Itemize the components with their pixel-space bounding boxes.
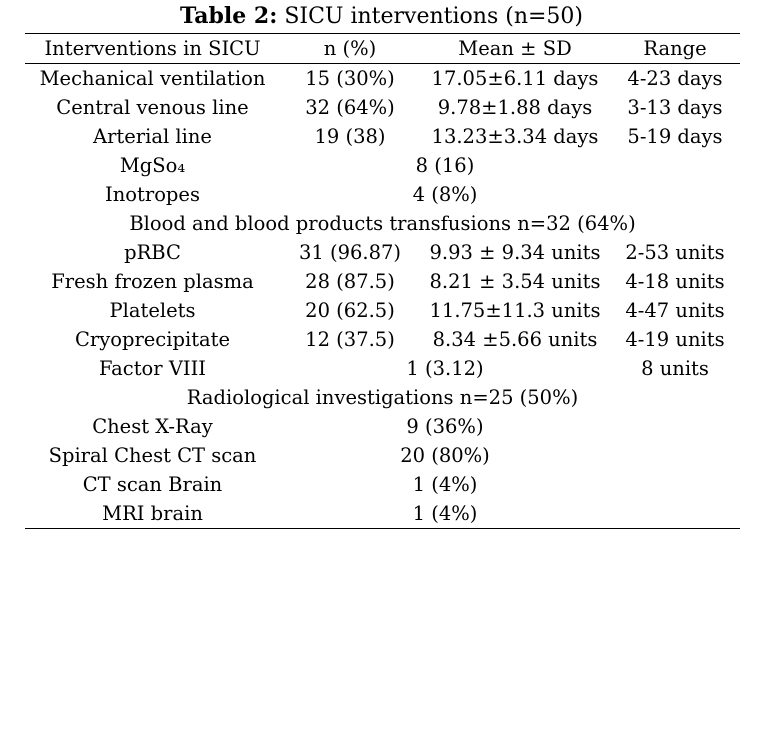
- cell-intervention: Platelets: [109, 299, 196, 322]
- table-row: Inotropes 4 (8%): [25, 180, 740, 209]
- cell-range: 2-53 units: [625, 241, 725, 264]
- cell-mean: 11.75±11.3 units: [429, 299, 601, 322]
- cell-range: 8 units: [641, 357, 709, 380]
- cell-mean: 17.05±6.11 days: [431, 67, 599, 90]
- cell-mean: 9.93 ± 9.34 units: [429, 241, 601, 264]
- cell-intervention: MgSo₄: [119, 154, 186, 177]
- table-row: Chest X-Ray 9 (36%): [25, 412, 740, 441]
- cell-intervention: pRBC: [124, 241, 181, 264]
- header-interventions: Interventions in SICU: [25, 33, 280, 64]
- cell-intervention: Inotropes: [105, 183, 200, 206]
- cell-n-merged: 20 (80%): [400, 444, 490, 467]
- cell-intervention: Mechanical ventilation: [39, 67, 266, 90]
- table-row: Arterial line 19 (38) 13.23±3.34 days 5-…: [25, 122, 740, 151]
- section-row: Blood and blood products transfusions n=…: [25, 209, 740, 238]
- table-row: Platelets 20 (62.5) 11.75±11.3 units 4-4…: [25, 296, 740, 325]
- cell-n-merged: 1 (3.12): [406, 357, 484, 380]
- cell-range: 4-19 units: [625, 328, 725, 351]
- cell-empty: [610, 180, 740, 209]
- cell-n-merged: 9 (36%): [406, 415, 484, 438]
- cell-empty: [610, 470, 740, 499]
- table-row: Central venous line 32 (64%) 9.78±1.88 d…: [25, 93, 740, 122]
- cell-n: 12 (37.5): [305, 328, 395, 351]
- cell-intervention: Arterial line: [93, 125, 212, 148]
- table-row: Spiral Chest CT scan 20 (80%): [25, 441, 740, 470]
- cell-n: 20 (62.5): [305, 299, 395, 322]
- table-row: Cryoprecipitate 12 (37.5) 8.34 ±5.66 uni…: [25, 325, 740, 354]
- cell-range: 3-13 days: [627, 96, 723, 119]
- caption-text: SICU interventions (n=50): [277, 4, 584, 29]
- section-heading-radiology: Radiological investigations n=25 (50%): [186, 386, 579, 409]
- cell-mean: 8.34 ±5.66 units: [432, 328, 598, 351]
- cell-intervention: MRI brain: [25, 499, 280, 529]
- cell-intervention: CT scan Brain: [82, 473, 223, 496]
- cell-empty: [610, 151, 740, 180]
- cell-empty: [610, 412, 740, 441]
- cell-empty: [610, 499, 740, 529]
- header-range: Range: [610, 33, 740, 64]
- section-heading-blood: Blood and blood products transfusions n=…: [129, 212, 636, 235]
- table-row: CT scan Brain 1 (4%): [25, 470, 740, 499]
- cell-n-merged: 8 (16): [415, 154, 475, 177]
- cell-empty: [610, 441, 740, 470]
- interventions-table: Interventions in SICU n (%) Mean ± SD Ra…: [25, 33, 740, 529]
- cell-n: 32 (64%): [305, 96, 395, 119]
- table-row: MgSo₄ 8 (16): [25, 151, 740, 180]
- cell-mean: 13.23±3.34 days: [431, 125, 599, 148]
- cell-range: 4-47 units: [625, 299, 725, 322]
- cell-intervention: Chest X-Ray: [92, 415, 213, 438]
- cell-n: 19 (38): [314, 125, 386, 148]
- cell-n: 15 (30%): [305, 67, 395, 90]
- table-row: MRI brain 1 (4%): [25, 499, 740, 529]
- header-n-percent: n (%): [280, 33, 420, 64]
- cell-intervention: Central venous line: [56, 96, 249, 119]
- cell-range: 5-19 days: [627, 125, 723, 148]
- cell-intervention: Spiral Chest CT scan: [48, 444, 257, 467]
- header-mean-sd: Mean ± SD: [420, 33, 610, 64]
- cell-n-merged: 4 (8%): [412, 183, 478, 206]
- table-row: pRBC 31 (96.87) 9.93 ± 9.34 units 2-53 u…: [25, 238, 740, 267]
- cell-range: 4-18 units: [625, 270, 725, 293]
- cell-mean: 9.78±1.88 days: [437, 96, 593, 119]
- cell-range: 4-23 days: [627, 67, 723, 90]
- caption-label: Table 2:: [179, 3, 278, 29]
- table-row: Mechanical ventilation 15 (30%) 17.05±6.…: [25, 64, 740, 94]
- table-row: Factor VIII 1 (3.12) 8 units: [25, 354, 740, 383]
- cell-intervention: Factor VIII: [98, 357, 207, 380]
- header-row: Interventions in SICU n (%) Mean ± SD Ra…: [25, 33, 740, 64]
- cell-n: 31 (96.87): [298, 241, 402, 264]
- cell-intervention: Fresh frozen plasma: [51, 270, 254, 293]
- cell-n: 28 (87.5): [305, 270, 395, 293]
- cell-intervention: Cryoprecipitate: [74, 328, 231, 351]
- cell-mean: 8.21 ± 3.54 units: [429, 270, 601, 293]
- cell-n-merged: 1 (4%): [412, 473, 478, 496]
- cell-n-merged: 1 (4%): [280, 499, 610, 529]
- section-row: Radiological investigations n=25 (50%): [25, 383, 740, 412]
- table-caption: Table 2: SICU interventions (n=50): [0, 0, 763, 33]
- table-row: Fresh frozen plasma 28 (87.5) 8.21 ± 3.5…: [25, 267, 740, 296]
